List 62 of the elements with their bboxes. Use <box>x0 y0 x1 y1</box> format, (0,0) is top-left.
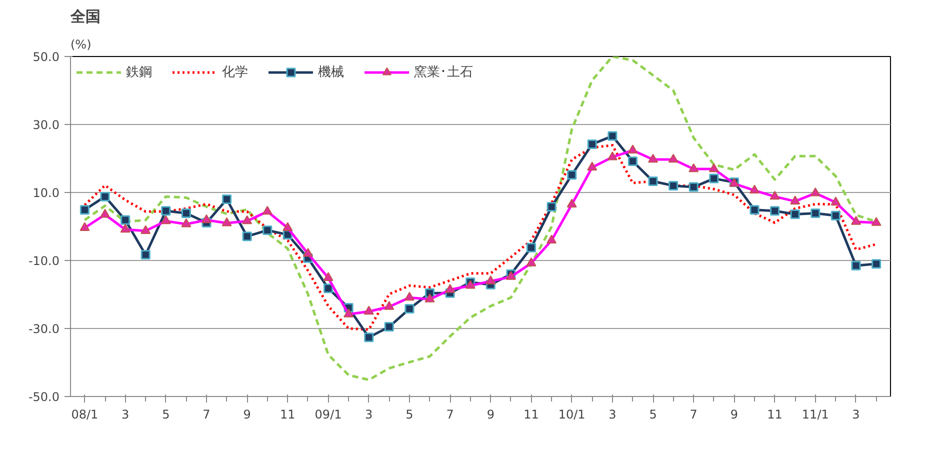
chart-title: 全国 <box>70 8 100 26</box>
point <box>222 194 232 204</box>
legend-label: 窯業･土石 <box>414 64 473 81</box>
point <box>872 259 882 269</box>
x-tick-label: 5 <box>406 408 414 422</box>
x-tick-label: 10/1 <box>558 408 586 422</box>
x-tick-label: 11 <box>767 408 782 422</box>
point <box>709 174 719 184</box>
x-tick-label: 9 <box>243 408 251 422</box>
point <box>100 192 110 202</box>
point <box>628 156 638 166</box>
x-tick-label: 5 <box>162 408 170 422</box>
y-tick-label: 10.0 <box>32 186 60 200</box>
x-tick-label: 9 <box>486 408 494 422</box>
point <box>830 210 840 220</box>
point <box>80 205 90 215</box>
x-tick-label: 9 <box>730 408 738 422</box>
point <box>120 215 130 225</box>
point <box>384 322 394 332</box>
point <box>262 225 272 235</box>
point <box>587 139 597 149</box>
x-tick-label: 11 <box>280 408 296 422</box>
point <box>526 242 536 252</box>
x-tick-label: 3 <box>365 408 373 422</box>
point <box>608 131 618 141</box>
point <box>790 210 800 220</box>
point <box>810 208 820 218</box>
x-tick-label: 08/1 <box>71 408 98 422</box>
point <box>546 202 556 212</box>
legend-label: 化学 <box>222 64 248 81</box>
point <box>242 232 252 242</box>
point <box>140 250 150 260</box>
x-tick-label: 3 <box>608 408 616 422</box>
y-tick-label: 30.0 <box>32 118 60 132</box>
x-tick-label: 11 <box>524 408 539 422</box>
y-tick-label: -10.0 <box>28 254 60 268</box>
legend-label: 鉄鋼 <box>126 64 152 81</box>
y-tick-label: 50.0 <box>32 50 60 64</box>
point <box>851 260 861 270</box>
y-tick-label: -30.0 <box>28 322 60 336</box>
point <box>364 332 374 342</box>
point <box>404 304 414 314</box>
point <box>181 208 191 218</box>
point <box>161 206 171 216</box>
point <box>567 170 577 180</box>
y-tick-label: -50.0 <box>28 390 60 404</box>
x-tick-label: 5 <box>649 408 657 422</box>
point <box>750 205 760 215</box>
point <box>324 284 334 294</box>
x-tick-label: 3 <box>121 408 130 422</box>
legend-label: 機械 <box>318 64 344 81</box>
y-axis-title: (%) <box>70 38 92 52</box>
point <box>688 182 698 192</box>
x-tick-label: 09/1 <box>314 408 342 422</box>
x-tick-label: 11/1 <box>802 408 829 422</box>
point <box>668 180 678 190</box>
point <box>770 206 780 216</box>
x-tick-label: 7 <box>690 408 698 422</box>
x-tick-label: 7 <box>202 408 210 422</box>
x-tick-label: 7 <box>446 408 454 422</box>
x-tick-label: 3 <box>852 408 860 422</box>
point <box>648 176 658 186</box>
